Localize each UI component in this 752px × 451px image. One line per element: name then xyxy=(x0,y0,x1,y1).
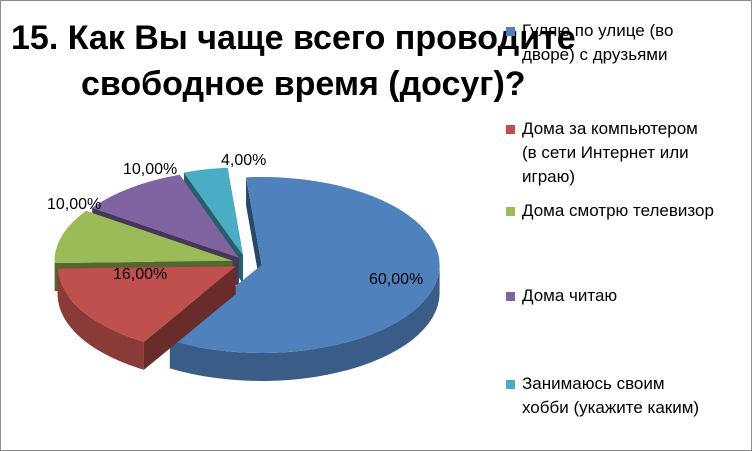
legend-label-1-line-2: дворе) с друзьями xyxy=(522,45,668,64)
pie-slice-1-wall xyxy=(169,264,440,381)
legend-label-4: Дома читаю xyxy=(522,284,617,308)
legend-label-2-line-3: играю) xyxy=(522,167,576,186)
pie-slice-5-top xyxy=(183,167,244,256)
chart-title: 15. Как Вы чаще всего проводите свободно… xyxy=(1,15,601,107)
data-label-4: 10,00% xyxy=(123,161,177,178)
legend-item-5: Занимаюсь своим хобби (укажите каким) xyxy=(506,372,699,420)
legend-label-1: Гуляю по улице (во дворе) с друзьями xyxy=(522,19,673,67)
legend-label-5: Занимаюсь своим хобби (укажите каким) xyxy=(522,372,699,420)
pie-slice-2-top xyxy=(57,266,236,342)
legend-label-3-line-1: Дома смотрю телевизор xyxy=(522,201,714,220)
pie-slice-1-side-1 xyxy=(246,177,262,293)
legend-label-1-line-1: Гуляю по улице (во xyxy=(522,21,674,40)
legend-item-3: Дома смотрю телевизор xyxy=(506,199,714,223)
pie-slice-1 xyxy=(169,176,440,381)
legend-label-5-line-2: хобби (укажите каким) xyxy=(522,398,700,417)
legend-item-2: Дома за компьютером (в сети Интернет или и… xyxy=(506,117,698,189)
chart-title-line-1: 15. Как Вы чаще всего проводите xyxy=(11,19,576,57)
legend-item-1: Гуляю по улице (во дворе) с друзьями xyxy=(506,19,673,67)
legend-label-3: Дома смотрю телевизор xyxy=(522,199,714,223)
pie-slice-2-wall xyxy=(57,268,144,370)
legend-label-2-line-1: Дома за компьютером xyxy=(522,119,698,138)
legend-item-4: Дома читаю xyxy=(506,284,617,308)
data-label-3: 10,00% xyxy=(47,196,101,213)
legend-swatch-2 xyxy=(506,125,515,134)
data-label-1: 60,00% xyxy=(369,271,423,288)
legend-label-4-line-1: Дома читаю xyxy=(522,286,618,305)
chart-title-line-2: свободное время (досуг)? xyxy=(81,65,526,103)
data-label-2: 16,00% xyxy=(113,266,167,283)
legend-label-2: Дома за компьютером (в сети Интернет или и… xyxy=(522,117,698,189)
pie-slice-4-top xyxy=(92,174,239,258)
legend-swatch-1 xyxy=(506,27,515,36)
legend-swatch-3 xyxy=(506,207,515,216)
data-label-5: 4,00% xyxy=(221,152,266,169)
pie-slice-3-top xyxy=(54,210,233,263)
pie-slice-2 xyxy=(57,266,236,370)
legend-swatch-5 xyxy=(506,380,515,389)
legend-swatch-4 xyxy=(506,292,515,301)
pie-slice-1-top xyxy=(169,176,440,353)
legend-label-2-line-2: (в сети Интернет или xyxy=(522,143,689,162)
legend-label-5-line-1: Занимаюсь своим xyxy=(522,374,665,393)
